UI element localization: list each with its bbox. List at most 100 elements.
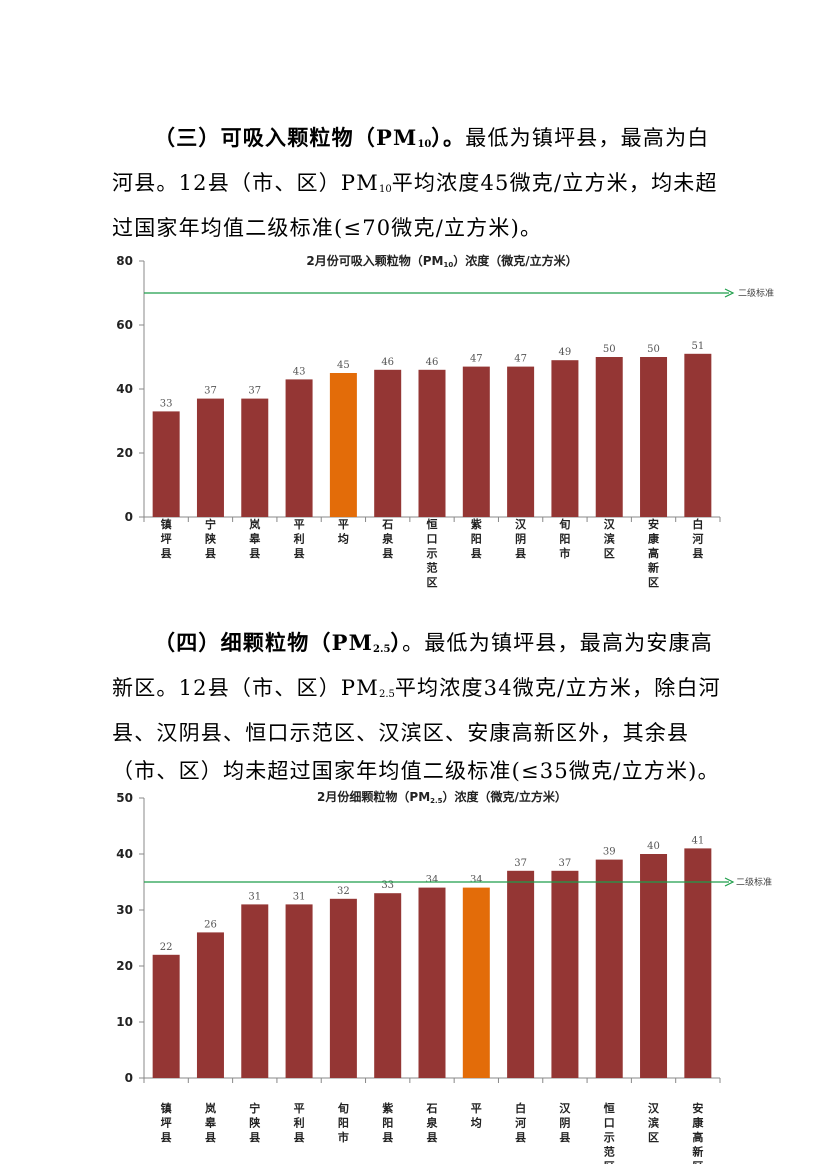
section3-sentence-1: 最低为镇坪县，最高为白河县。12县（市、区）PM [112,126,710,195]
value-label: 32 [337,886,350,897]
value-label: 50 [603,344,616,355]
value-label: 47 [470,354,483,365]
y-tick-label: 60 [116,318,133,332]
section4-heading: （四）细颗粒物（PM2.5） [154,630,402,655]
x-category-label: 宁陕县 [249,1101,260,1144]
bar-紫阳县 [462,366,490,517]
value-label: 37 [204,386,217,397]
standard-label: 二级标准 [736,876,772,888]
value-label: 45 [337,360,350,371]
bar-石泉县 [418,887,446,1078]
standard-line-arrow [724,877,735,887]
value-label: 22 [160,942,173,953]
value-label: 33 [160,398,173,409]
x-category-label: 平利县 [294,518,305,560]
x-category-label: 紫阳县 [382,1101,393,1144]
bar-汉阴县 [551,870,579,1078]
bar-石泉县 [374,369,402,517]
section4-paragraph: （四）细颗粒物（PM2.5）。最低为镇坪县，最高为安康高新区。12县（市、区）P… [112,624,722,790]
y-tick-label: 40 [116,847,133,861]
x-category-label: 紫阳县 [471,517,482,560]
value-label: 47 [514,354,527,365]
y-tick-label: 0 [125,1071,133,1085]
x-category-label: 宁陕县 [205,517,216,560]
section3-heading-end: ）。 [431,125,466,150]
pm25-chart: 2月份细颗粒物（PM2.5）浓度（微克/立方米） 0 10 20 30 40 50 22 镇坪县… [0,784,827,1169]
x-category-label: 平利县 [294,1102,305,1144]
value-label: 49 [559,347,572,358]
y-tick-label: 20 [116,959,133,973]
section3-sentence-2: 平均浓度45微克/立方米，均未超过国家年均值二级标准(≤70微克/立方米)。 [112,171,718,240]
section3-heading-text: （三）可吸入颗粒物（PM [154,125,418,150]
y-tick-label: 50 [116,791,133,805]
x-category-label: 汉滨区 [648,1101,660,1144]
x-category-label: 旬阳市 [558,517,570,560]
bar-平均 [329,373,357,517]
x-category-label: 石泉县 [381,518,394,560]
x-category-label: 安康高新区 [648,517,660,589]
value-label: 51 [691,341,704,352]
value-label: 37 [248,386,261,397]
value-label: 31 [248,891,261,902]
x-category-label: 旬阳市 [337,1101,349,1144]
x-category-label: 恒口示范区 [426,517,438,589]
value-label: 50 [647,344,660,355]
y-tick-label: 30 [116,903,133,917]
bar-平均 [462,887,490,1078]
section3-heading-sub: 10 [417,139,432,150]
bar-平利县 [285,904,313,1078]
bar-汉阴县 [507,366,535,517]
bar-恒口示范区 [418,369,446,517]
standard-line-arrow [724,288,735,298]
chart-title: 2月份可吸入颗粒物（PM10）浓度（微克/立方米） [306,253,577,269]
section3-heading: （三）可吸入颗粒物（PM10）。 [154,125,465,150]
x-category-label: 镇坪县 [161,1101,172,1144]
bar-镇坪县 [152,954,180,1078]
value-label: 34 [470,875,483,886]
bar-白河县 [507,870,535,1078]
bar-镇坪县 [152,411,180,517]
x-category-label: 镇坪县 [161,517,172,560]
value-label: 26 [204,919,217,930]
section4-heading-text: （四）细颗粒物（PM [154,630,374,655]
chart-title: 2月份细颗粒物（PM2.5）浓度（微克/立方米） [317,789,567,805]
bar-白河县 [684,353,712,517]
value-label: 37 [514,858,527,869]
section3-sentence-sub: 10 [378,184,392,195]
value-label: 46 [426,357,439,368]
bar-汉滨区 [640,854,668,1078]
bar-宁陕县 [241,904,269,1078]
x-category-label: 平均 [471,1102,482,1130]
section4-heading-sub: 2.5 [373,644,391,655]
x-category-label: 汉阴县 [515,517,527,560]
value-label: 33 [381,880,394,891]
x-category-label: 白河县 [692,517,703,560]
section4-sentence-2: 平均浓度34微克/立方米，除白河县、汉阴县、恒口示范区、汉滨区、安康高新区外，其… [112,676,721,783]
value-label: 43 [293,366,306,377]
value-label: 40 [647,841,660,852]
x-category-label: 汉滨区 [604,517,616,560]
standard-label: 二级标准 [738,287,774,299]
bar-旬阳市 [329,898,357,1078]
value-label: 46 [381,357,394,368]
bar-旬阳市 [551,360,579,517]
value-label: 31 [293,891,306,902]
x-category-label: 汉阴县 [559,1101,571,1144]
bar-岚皋县 [241,398,269,517]
x-category-label: 白河县 [515,1101,526,1144]
x-category-label: 岚皋县 [249,517,261,560]
y-tick-label: 40 [116,382,133,396]
x-category-label: 岚皋县 [205,1101,217,1144]
bar-安康高新区 [684,848,712,1078]
x-category-label: 安康高新区 [692,1101,704,1164]
bar-汉滨区 [595,357,623,517]
section4-sentence-1: 。最低为镇坪县，最高为安康高新区。12县（市、区）PM [112,631,713,700]
bar-安康高新区 [640,357,668,517]
section4-heading-end: ） [390,630,403,655]
y-tick-label: 20 [116,446,133,460]
pm10-chart-svg: 2月份可吸入颗粒物（PM10）浓度（微克/立方米） 0 20 40 60 80 33 镇坪县 3… [116,253,774,589]
value-label: 34 [426,875,439,886]
bar-宁陕县 [196,398,224,517]
bar-平利县 [285,379,313,517]
x-category-label: 石泉县 [426,1102,439,1144]
